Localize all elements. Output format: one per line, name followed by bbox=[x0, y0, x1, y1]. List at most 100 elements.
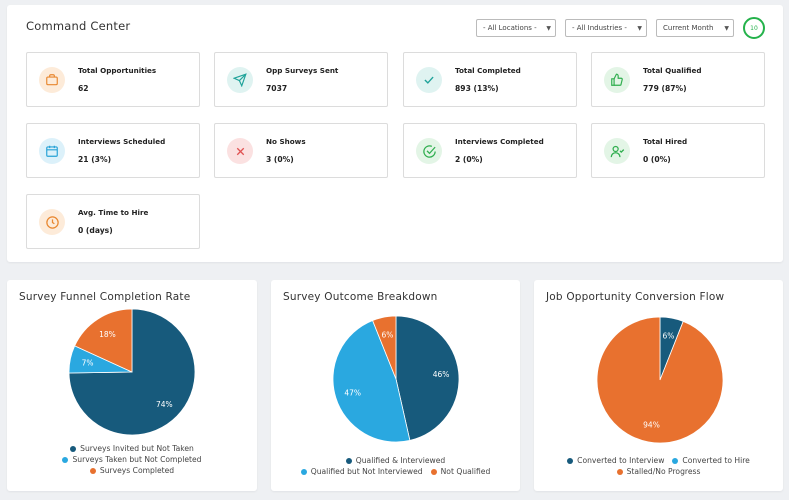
pie-label-qualified-interviewed: 46% bbox=[433, 370, 450, 379]
pie-slice-qualified-interviewed[interactable] bbox=[395, 315, 460, 441]
period-select-value: Current Month bbox=[663, 24, 714, 32]
pie-chart-job-conversion: 6% 94% bbox=[596, 316, 724, 444]
calendar-icon bbox=[39, 138, 65, 164]
stat-card-no-shows[interactable]: No Shows 3 (0%) bbox=[214, 123, 388, 178]
pie-label-not-qualified: 6% bbox=[381, 330, 393, 339]
command-center-panel: Command Center - All Locations - ▼ - All… bbox=[7, 5, 783, 262]
legend-label: Converted to Interview bbox=[577, 456, 665, 465]
pie-label-surveys-completed: 18% bbox=[99, 330, 116, 339]
stat-value: 7037 bbox=[266, 84, 288, 93]
industry-select[interactable]: - All Industries - ▼ bbox=[565, 19, 647, 37]
legend-item-stalled-no-progress[interactable]: Stalled/No Progress bbox=[616, 466, 701, 477]
briefcase-icon bbox=[39, 67, 65, 93]
thumbs-up-icon bbox=[604, 67, 630, 93]
legend-dot bbox=[345, 457, 352, 464]
stat-label: Opp Surveys Sent bbox=[266, 66, 339, 75]
legend-dot bbox=[672, 457, 679, 464]
legend-label: Stalled/No Progress bbox=[626, 467, 701, 476]
chevron-down-icon: ▼ bbox=[546, 24, 551, 32]
legend-row: Surveys Taken but Not Completed bbox=[7, 454, 257, 465]
stat-card-interviews-scheduled[interactable]: Interviews Scheduled 21 (3%) bbox=[26, 123, 200, 178]
chart-legend: Converted to Interview Converted to Hire S… bbox=[534, 455, 783, 477]
check-circle-icon bbox=[416, 138, 442, 164]
user-check-icon bbox=[604, 138, 630, 164]
stat-card-total-qualified[interactable]: Total Qualified 779 (87%) bbox=[591, 52, 765, 107]
pie-label-stalled-no-progress: 94% bbox=[643, 421, 660, 430]
legend-row: Surveys Completed bbox=[7, 465, 257, 476]
stat-value: 62 bbox=[78, 84, 89, 93]
legend-dot bbox=[62, 456, 69, 463]
legend-item-converted-to-interview[interactable]: Converted to Interview bbox=[567, 455, 664, 466]
legend-dot bbox=[616, 468, 623, 475]
chart-legend: Surveys Invited but Not Taken Surveys Tak… bbox=[7, 443, 257, 476]
stat-label: No Shows bbox=[266, 137, 306, 146]
stat-value: 0 (days) bbox=[78, 226, 113, 235]
legend-row: Qualified but Not Interviewed Not Qualifi… bbox=[271, 466, 520, 477]
chevron-down-icon: ▼ bbox=[724, 24, 729, 32]
legend-row: Stalled/No Progress bbox=[534, 466, 783, 477]
legend-label: Surveys Completed bbox=[99, 466, 175, 475]
stat-value: 21 (3%) bbox=[78, 155, 112, 164]
x-icon bbox=[227, 138, 253, 164]
legend-row: Converted to Interview Converted to Hire bbox=[534, 455, 783, 466]
page-title: Command Center bbox=[26, 19, 131, 33]
stat-value: 893 (13%) bbox=[455, 84, 499, 93]
stat-card-interviews-completed[interactable]: Interviews Completed 2 (0%) bbox=[403, 123, 577, 178]
stat-label: Total Completed bbox=[455, 66, 521, 75]
stat-label: Total Qualified bbox=[643, 66, 702, 75]
clock-icon bbox=[39, 209, 65, 235]
pie-slice-not-qualified[interactable] bbox=[372, 315, 397, 380]
location-select-value: - All Locations - bbox=[483, 24, 537, 32]
legend-dot bbox=[567, 457, 574, 464]
period-select[interactable]: Current Month ▼ bbox=[656, 19, 734, 37]
legend-label: Not Qualified bbox=[440, 467, 491, 476]
legend-label: Qualified & Interviewed bbox=[355, 456, 446, 465]
legend-item-qualified-but-not-interviewed[interactable]: Qualified but Not Interviewed bbox=[300, 466, 423, 477]
legend-dot bbox=[430, 468, 437, 475]
legend-dot bbox=[300, 468, 307, 475]
check-icon bbox=[416, 67, 442, 93]
legend-item-qualified-interviewed[interactable]: Qualified & Interviewed bbox=[345, 455, 446, 466]
chart-title: Survey Funnel Completion Rate bbox=[19, 291, 191, 303]
send-icon bbox=[227, 67, 253, 93]
pie-slice-surveys-completed[interactable] bbox=[74, 308, 133, 373]
legend-item-surveys-completed[interactable]: Surveys Completed bbox=[89, 465, 175, 476]
stat-card-avg-time-to-hire[interactable]: Avg. Time to Hire 0 (days) bbox=[26, 194, 200, 249]
legend-label: Converted to Hire bbox=[682, 456, 750, 465]
pie-slice-qualified-but-not-interviewed[interactable] bbox=[332, 319, 411, 443]
legend-item-surveys-invited-but-not-taken[interactable]: Surveys Invited but Not Taken bbox=[70, 443, 194, 454]
stat-label: Total Hired bbox=[643, 137, 688, 146]
filter-bar: - All Locations - ▼ - All Industries - ▼… bbox=[476, 17, 765, 39]
industry-select-value: - All Industries - bbox=[572, 24, 627, 32]
stat-label: Avg. Time to Hire bbox=[78, 208, 149, 217]
pie-chart-survey-funnel: 74% 7% 18% bbox=[68, 308, 196, 436]
legend-label: Surveys Invited but Not Taken bbox=[80, 444, 194, 453]
location-select[interactable]: - All Locations - ▼ bbox=[476, 19, 556, 37]
legend-item-surveys-taken-but-not-completed[interactable]: Surveys Taken but Not Completed bbox=[62, 454, 202, 465]
stat-card-total-opportunities[interactable]: Total Opportunities 62 bbox=[26, 52, 200, 107]
chart-legend: Qualified & Interviewed Qualified but Not… bbox=[271, 455, 520, 477]
legend-row: Qualified & Interviewed bbox=[271, 455, 520, 466]
chart-title: Job Opportunity Conversion Flow bbox=[546, 291, 725, 303]
pie-label-qualified-but-not-interviewed: 47% bbox=[344, 388, 361, 397]
stat-value: 0 (0%) bbox=[643, 155, 671, 164]
chart-title: Survey Outcome Breakdown bbox=[283, 291, 438, 303]
stat-value: 3 (0%) bbox=[266, 155, 294, 164]
pie-chart-survey-outcome: 46% 47% 6% bbox=[332, 315, 460, 443]
stat-card-total-hired[interactable]: Total Hired 0 (0%) bbox=[591, 123, 765, 178]
legend-item-converted-to-hire[interactable]: Converted to Hire bbox=[672, 455, 750, 466]
chart-panel-job-conversion: Job Opportunity Conversion Flow 6% 94% Co… bbox=[534, 280, 783, 491]
chart-panel-survey-outcome: Survey Outcome Breakdown 46% 47% 6% Qualif… bbox=[271, 280, 520, 491]
legend-row: Surveys Invited but Not Taken bbox=[7, 443, 257, 454]
legend-dot bbox=[70, 445, 77, 452]
stat-card-opp-surveys-sent[interactable]: Opp Surveys Sent 7037 bbox=[214, 52, 388, 107]
legend-item-not-qualified[interactable]: Not Qualified bbox=[430, 466, 491, 477]
refresh-timer-icon[interactable]: 10 bbox=[743, 17, 765, 39]
pie-slice-stalled-no-progress[interactable] bbox=[596, 316, 724, 444]
legend-label: Qualified but Not Interviewed bbox=[310, 467, 423, 476]
stat-card-total-completed[interactable]: Total Completed 893 (13%) bbox=[403, 52, 577, 107]
pie-label-surveys-taken-but-not-completed: 7% bbox=[82, 359, 94, 368]
chevron-down-icon: ▼ bbox=[637, 24, 642, 32]
legend-label: Surveys Taken but Not Completed bbox=[72, 455, 202, 464]
stat-label: Interviews Scheduled bbox=[78, 137, 166, 146]
